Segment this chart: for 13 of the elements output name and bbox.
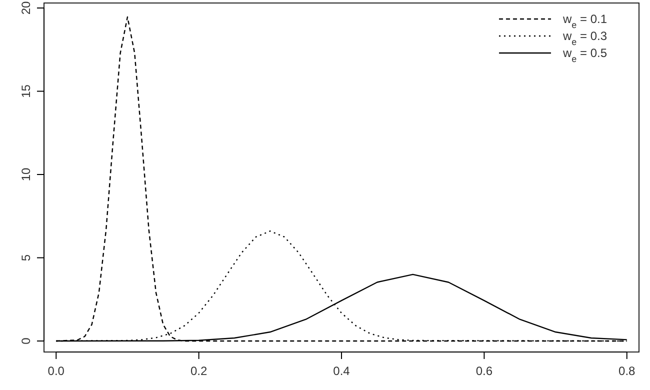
y-tick-label: 15 bbox=[19, 84, 33, 98]
x-tick-label: 0.8 bbox=[618, 364, 636, 378]
x-tick-label: 0.4 bbox=[333, 364, 350, 378]
y-tick-label: 20 bbox=[19, 1, 33, 15]
x-tick-label: 0.6 bbox=[476, 364, 493, 378]
x-tick-label: 0.2 bbox=[190, 364, 208, 378]
legend-label: w$_{e}$ = 0.3 bbox=[562, 29, 608, 47]
y-tick-label: 0 bbox=[19, 337, 33, 344]
legend-label: w$_{e}$ = 0.1 bbox=[562, 12, 608, 30]
y-tick-label: 10 bbox=[19, 168, 33, 182]
y-tick-label: 5 bbox=[19, 254, 33, 262]
legend-label: w$_{e}$ = 0.5 bbox=[562, 46, 608, 64]
x-tick-label: 0.0 bbox=[48, 364, 65, 378]
